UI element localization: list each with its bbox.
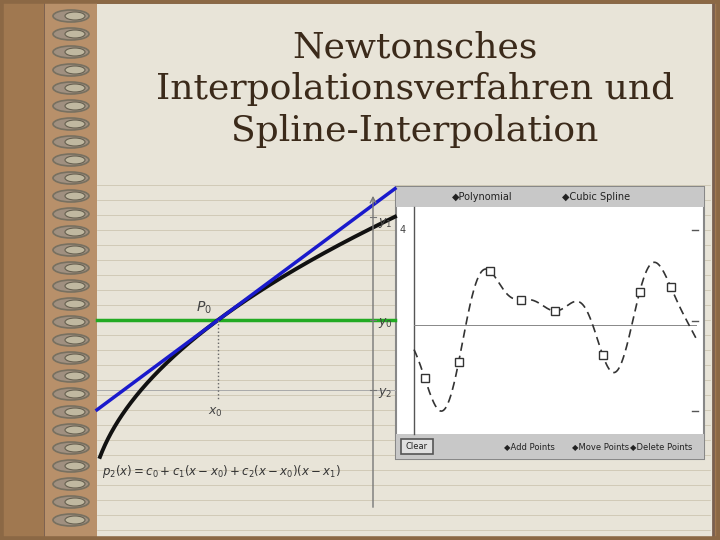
Ellipse shape: [53, 460, 89, 472]
Bar: [396, 187, 704, 207]
Text: ◆Polynomial: ◆Polynomial: [452, 192, 513, 202]
Bar: [636, 288, 644, 296]
Ellipse shape: [65, 48, 85, 56]
Ellipse shape: [53, 514, 89, 526]
Bar: [667, 282, 675, 291]
Bar: [486, 267, 494, 275]
Text: $p_2(x)=c_0+c_1(x-x_0)+c_2(x-x_0)(x-x_1)$: $p_2(x)=c_0+c_1(x-x_0)+c_2(x-x_0)(x-x_1)…: [102, 463, 341, 480]
Ellipse shape: [65, 390, 85, 398]
Ellipse shape: [53, 100, 89, 112]
Bar: [517, 296, 525, 303]
Text: Interpolationsverfahren und: Interpolationsverfahren und: [156, 72, 674, 106]
Ellipse shape: [53, 208, 89, 220]
Ellipse shape: [53, 64, 89, 76]
Ellipse shape: [65, 66, 85, 74]
Text: ◆Move Points: ◆Move Points: [572, 442, 629, 451]
Ellipse shape: [53, 370, 89, 382]
Ellipse shape: [65, 372, 85, 380]
Ellipse shape: [65, 264, 85, 272]
Ellipse shape: [65, 192, 85, 200]
Text: $x_0$: $x_0$: [208, 406, 222, 419]
Ellipse shape: [65, 120, 85, 128]
Ellipse shape: [65, 138, 85, 146]
Text: Clear: Clear: [406, 442, 428, 451]
Ellipse shape: [53, 244, 89, 256]
Ellipse shape: [65, 84, 85, 92]
Ellipse shape: [53, 442, 89, 454]
Ellipse shape: [65, 462, 85, 470]
Ellipse shape: [65, 210, 85, 218]
Bar: [599, 352, 607, 359]
Ellipse shape: [65, 282, 85, 290]
Ellipse shape: [53, 226, 89, 238]
Ellipse shape: [65, 516, 85, 524]
Ellipse shape: [65, 498, 85, 506]
Ellipse shape: [53, 136, 89, 148]
Ellipse shape: [53, 262, 89, 274]
Bar: [396, 434, 704, 459]
Ellipse shape: [53, 190, 89, 202]
Ellipse shape: [53, 154, 89, 166]
Bar: [45, 2, 97, 538]
Ellipse shape: [65, 444, 85, 452]
Ellipse shape: [53, 10, 89, 22]
Text: $P_0$: $P_0$: [196, 300, 212, 316]
Ellipse shape: [53, 334, 89, 346]
Ellipse shape: [53, 388, 89, 400]
Text: ◆Add Points: ◆Add Points: [504, 442, 554, 451]
Ellipse shape: [65, 300, 85, 308]
Ellipse shape: [53, 352, 89, 364]
Ellipse shape: [65, 480, 85, 488]
Ellipse shape: [53, 118, 89, 130]
Ellipse shape: [65, 228, 85, 236]
Ellipse shape: [65, 336, 85, 344]
Ellipse shape: [53, 298, 89, 310]
Bar: [551, 307, 559, 315]
Ellipse shape: [53, 280, 89, 292]
Ellipse shape: [65, 318, 85, 326]
Ellipse shape: [53, 46, 89, 58]
Ellipse shape: [65, 408, 85, 416]
Ellipse shape: [53, 424, 89, 436]
Ellipse shape: [65, 174, 85, 182]
Text: ◆Cubic Spline: ◆Cubic Spline: [562, 192, 630, 202]
Text: $y_1$: $y_1$: [378, 215, 392, 230]
Ellipse shape: [53, 28, 89, 40]
Ellipse shape: [65, 156, 85, 164]
Bar: [401, 439, 433, 454]
Ellipse shape: [53, 316, 89, 328]
Text: Newtonsches: Newtonsches: [292, 30, 538, 64]
Ellipse shape: [65, 12, 85, 20]
Bar: [396, 187, 704, 459]
Text: $y_0$: $y_0$: [378, 316, 392, 330]
Text: ◆Delete Points: ◆Delete Points: [630, 442, 693, 451]
Ellipse shape: [65, 102, 85, 110]
Ellipse shape: [53, 496, 89, 508]
Text: Spline-Interpolation: Spline-Interpolation: [231, 114, 599, 148]
Text: 4: 4: [400, 225, 406, 235]
Ellipse shape: [53, 172, 89, 184]
Ellipse shape: [53, 82, 89, 94]
Ellipse shape: [65, 246, 85, 254]
Ellipse shape: [65, 30, 85, 38]
Ellipse shape: [65, 426, 85, 434]
Text: $y_2$: $y_2$: [378, 386, 392, 400]
Bar: [455, 357, 463, 366]
Ellipse shape: [53, 478, 89, 490]
Bar: [421, 374, 429, 382]
Ellipse shape: [53, 406, 89, 418]
Ellipse shape: [65, 354, 85, 362]
